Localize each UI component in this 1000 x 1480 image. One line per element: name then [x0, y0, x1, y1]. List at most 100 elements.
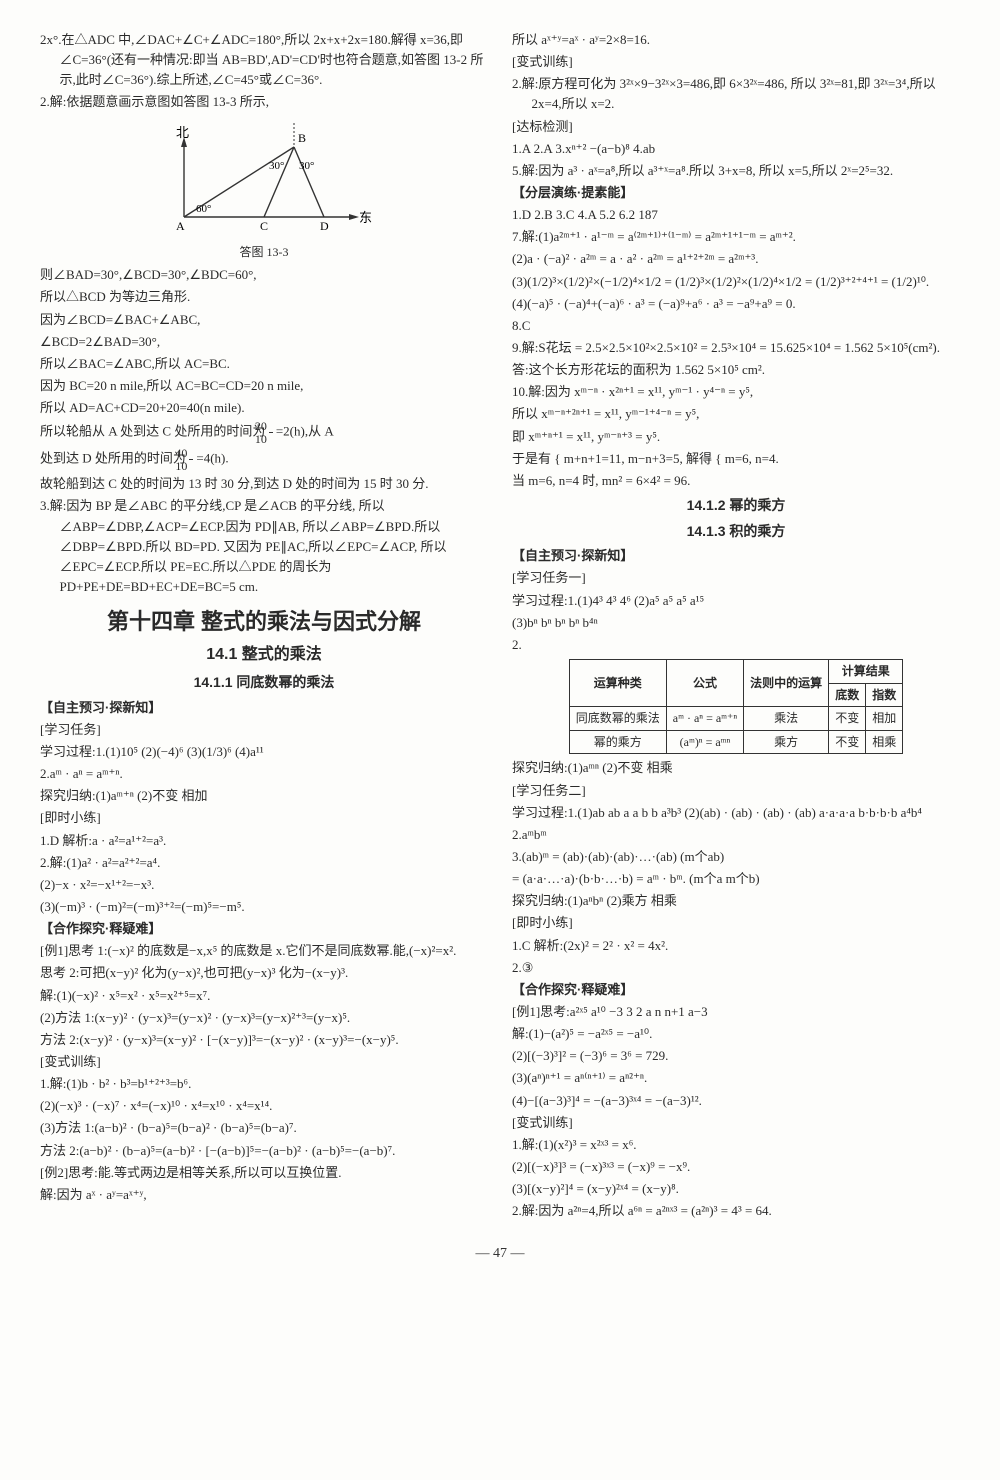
bsxl-r: [变式训练]: [512, 52, 960, 72]
jslx-r: [即时小练]: [512, 913, 960, 933]
fig-caption: 答图 13-3: [40, 243, 488, 262]
p2-frac2: 处到达 D 处所用的时间为 4010 =4(h).: [40, 447, 488, 472]
north-label: 北: [176, 125, 189, 140]
figure-13-3: 北 东 A B C D 60° 30° 30° 答图 13-3: [40, 117, 488, 262]
p2b-3: ∠BCD=2∠BAD=30°,: [40, 332, 488, 352]
lt2b-0: 学习过程:1.(1)ab ab a a b b a³b³ (2)(ab) · (…: [512, 803, 960, 823]
r10-3: 于是有 { m+n+1=11, m−n+3=5, 解得 { m=6, n=4.: [512, 449, 960, 469]
lt2b-3: = (a·a·…·a)·(b·b·…·b) = aᵐ · bᵐ. (m个a m个…: [512, 869, 960, 889]
triangle-diagram: 北 东 A B C D 60° 30° 30°: [154, 117, 374, 237]
r8: 8.C: [512, 316, 960, 336]
lt2: 2.aᵐ · aⁿ = aᵐ⁺ⁿ.: [40, 764, 488, 784]
p2b-5: 因为 BC=20 n mile,所以 AC=BC=CD=20 n mile,: [40, 376, 488, 396]
para-3: 3.解:因为 BP 是∠ABC 的平分线,CP 是∠ACB 的平分线, 所以∠A…: [40, 496, 488, 597]
ex1-head: [例1]思考 1:(−x)² 的底数是−x,x⁵ 的底数是 x.它们不是同底数幂…: [40, 941, 488, 961]
js2-2: (3)(−m)³ · (−m)²=(−m)³⁺²=(−m)⁵=−m⁵.: [40, 897, 488, 917]
js2-r: 2.③: [512, 958, 960, 978]
page: 2x°.在△ADC 中,∠DAC+∠C+∠ADC=180°,所以 2x+x+2x…: [40, 30, 960, 1223]
r7-0: 7.解:(1)a²ᵐ⁺¹ · a¹⁻ᵐ = a⁽²ᵐ⁺¹⁾⁺⁽¹⁻ᵐ⁾ = a²…: [512, 227, 960, 247]
ex1-think2: 思考 2:可把(x−y)² 化为(y−x)²,也可把(y−x)³ 化为−(x−y…: [40, 963, 488, 983]
bs1r-1: (2)[(−x)³]³ = (−x)³ˣ³ = (−x)⁹ = −x⁹.: [512, 1157, 960, 1177]
dbjc-label: [达标检测]: [512, 117, 960, 137]
ex1s-0: 解:(1)(−x)² · x⁵=x² · x⁵=x²⁺⁵=x⁷.: [40, 986, 488, 1006]
right-column: 所以 aˣ⁺ʸ=aˣ · aʸ=2×8=16. [变式训练] 2.解:原方程可化…: [512, 30, 960, 1223]
left-column: 2x°.在△ADC 中,∠DAC+∠C+∠ADC=180°,所以 2x+x+2x…: [40, 30, 488, 1223]
p2b-4: 所以∠BAC=∠ABC,所以 AC=BC.: [40, 354, 488, 374]
dbjc-ans: 1.A 2.A 3.xⁿ⁺² −(a−b)⁸ 4.ab: [512, 139, 960, 159]
js2-0: 2.解:(1)a² · a²=a²⁺²=a⁴.: [40, 853, 488, 873]
p2b-0: 则∠BAD=30°,∠BCD=30°,∠BDC=60°,: [40, 265, 488, 285]
para-2-lead: 2.解:依据题意画示意图如答图 13-3 所示,: [40, 92, 488, 112]
bs1-3: 方法 2:(a−b)² · (b−a)⁵=(a−b)² · [−(a−b)]⁵=…: [40, 1141, 488, 1161]
bs1r-0: 1.解:(1)(x²)³ = x²ˣ³ = x⁶.: [512, 1135, 960, 1155]
label-C: C: [260, 219, 268, 233]
tg-r: 探究归纳:(1)aᵐⁿ (2)不变 相乘: [512, 758, 960, 778]
hztj-r: 【合作探究·释疑难】: [512, 980, 960, 1000]
r2: 2.解:原方程可化为 3²ˣ×9−3²ˣ×3=486,即 6×3²ˣ=486, …: [512, 74, 960, 114]
lt1-label: [学习任务一]: [512, 568, 960, 588]
jslx-label: [即时小练]: [40, 808, 488, 828]
p2b-6: 所以 AD=AC+CD=20+20=40(n mile).: [40, 398, 488, 418]
bs1-2: (3)方法 1:(a−b)² · (b−a)⁵=(b−a)² · (b−a)⁵=…: [40, 1118, 488, 1138]
r7-2: (3)(1/2)³×(1/2)²×(−1/2)⁴×1/2 = (1/2)³×(1…: [512, 272, 960, 292]
bs1-1: (2)(−x)³ · (−x)⁷ · x⁴=(−x)¹⁰ · x⁴=x¹⁰ · …: [40, 1096, 488, 1116]
ex2-sol: 解:因为 aˣ · aʸ=aˣ⁺ʸ,: [40, 1185, 488, 1205]
r7-3: (4)(−a)⁵ · (−a)⁴+(−a)⁶ · a³ = (−a)⁹+a⁶ ·…: [512, 294, 960, 314]
p2-frac1: 所以轮船从 A 处到达 C 处所用的时间为 2010 =2(h),从 A: [40, 420, 488, 445]
label-30b: 30°: [299, 160, 314, 172]
section-title: 14.1 整式的乘法: [40, 643, 488, 668]
p2b-2: 因为∠BCD=∠BAC+∠ABC,: [40, 310, 488, 330]
fcyl-label: 【分层演练·提素能】: [512, 183, 960, 203]
label-30a: 30°: [269, 160, 284, 172]
zizhu-label: 【自主预习·探新知】: [40, 698, 488, 718]
label-A: A: [176, 219, 185, 233]
h3a: 14.1.2 幂的乘方: [512, 495, 960, 517]
js1-r: 1.C 解析:(2x)² = 2² · x² = 4x².: [512, 936, 960, 956]
lt1b-0: 学习过程:1.(1)4³ 4³ 4⁶ (2)a⁵ a⁵ a⁵ a¹⁵: [512, 591, 960, 611]
ex1s-2: 方法 2:(x−y)² · (y−x)³=(x−y)² · [−(x−y)]³=…: [40, 1030, 488, 1050]
r10-1: 所以 xᵐ⁻ⁿ⁺²ⁿ⁺¹ = x¹¹, yᵐ⁻¹⁺⁴⁻ⁿ = y⁵,: [512, 404, 960, 424]
r10-4: 当 m=6, n=4 时, mn² = 6×4² = 96.: [512, 471, 960, 491]
lt1: 学习过程:1.(1)10⁵ (2)(−4)⁶ (3)(1/3)⁶ (4)a¹¹: [40, 742, 488, 762]
lt2b-1: 2.aᵐbᵐ: [512, 825, 960, 845]
r10-0: 10.解:因为 xᵐ⁻ⁿ · x²ⁿ⁺¹ = x¹¹, yᵐ⁻¹ · y⁴⁻ⁿ …: [512, 382, 960, 402]
ex1sr-2: (3)(aⁿ)ⁿ⁺¹ = aⁿ⁽ⁿ⁺¹⁾ = aⁿ²⁺ⁿ.: [512, 1068, 960, 1088]
tg2-r: 探究归纳:(1)aⁿbⁿ (2)乘方 相乘: [512, 891, 960, 911]
ex1sr-0: 解:(1)−(a²)⁵ = −a²ˣ⁵ = −a¹⁰.: [512, 1024, 960, 1044]
r1: 所以 aˣ⁺ʸ=aˣ · aʸ=2×8=16.: [512, 30, 960, 50]
r10-2: 即 xᵐ⁺ⁿ⁺¹ = x¹¹, yᵐ⁻ⁿ⁺³ = y⁵.: [512, 427, 960, 447]
subsection-title: 14.1.1 同底数幂的乘法: [40, 672, 488, 694]
p2b-1: 所以△BCD 为等边三角形.: [40, 287, 488, 307]
fcyl-ans: 1.D 2.B 3.C 4.A 5.2 6.2 187: [512, 205, 960, 225]
ex2: [例2]思考:能.等式两边是相等关系,所以可以互换位置.: [40, 1163, 488, 1183]
page-number: — 47 —: [40, 1243, 960, 1265]
r-last: 2.解:因为 a²ⁿ=4,所以 a⁶ⁿ = a²ⁿˣ³ = (a²ⁿ)³ = 4…: [512, 1201, 960, 1221]
p2-tail: 故轮船到达 C 处的时间为 13 时 30 分,到达 D 处的时间为 15 时 …: [40, 474, 488, 494]
lt2-label: [学习任务二]: [512, 781, 960, 801]
ex1-head-r: [例1]思考:a²ˣ⁵ a¹⁰ −3 3 2 a n n+1 a−3: [512, 1002, 960, 1022]
lt1b-1: (3)bⁿ bⁿ bⁿ bⁿ b⁴ⁿ: [512, 613, 960, 633]
r5: 5.解:因为 a³ · aˣ=a⁸,所以 a³⁺ˣ=a⁸.所以 3+x=8, 所…: [512, 161, 960, 181]
rules-table: 运算种类 公式 法则中的运算 计算结果 底数 指数 同底数幂的乘法 aᵐ · a…: [569, 659, 903, 754]
bs1r-2: (3)[(x−y)²]⁴ = (x−y)²ˣ⁴ = (x−y)⁸.: [512, 1179, 960, 1199]
js2-1: (2)−x · x²=−x¹⁺²=−x³.: [40, 875, 488, 895]
para-1: 2x°.在△ADC 中,∠DAC+∠C+∠ADC=180°,所以 2x+x+2x…: [40, 30, 488, 90]
hztj-label: 【合作探究·释疑难】: [40, 919, 488, 939]
r9-1: 答:这个长方形花坛的面积为 1.562 5×10⁵ cm².: [512, 360, 960, 380]
ex1sr-1: (2)[(−3)³]² = (−3)⁶ = 3⁶ = 729.: [512, 1046, 960, 1066]
r7-1: (2)a · (−a)² · a²ᵐ = a · a² · a²ᵐ = a¹⁺²…: [512, 249, 960, 269]
bsxl2-label: [变式训练]: [512, 1113, 960, 1133]
tg: 探究归纳:(1)aᵐ⁺ⁿ (2)不变 相加: [40, 786, 488, 806]
east-label: 东: [359, 210, 372, 225]
label-60: 60°: [196, 203, 211, 215]
table-lead: 2.: [512, 635, 960, 655]
lt2b-2: 3.(ab)ᵐ = (ab)·(ab)·(ab)·…·(ab) (m个ab): [512, 847, 960, 867]
chapter-title: 第十四章 整式的乘法与因式分解: [40, 605, 488, 639]
label-D: D: [320, 219, 329, 233]
bs1-0: 1.解:(1)b · b² · b³=b¹⁺²⁺³=b⁶.: [40, 1074, 488, 1094]
ex1s-1: (2)方法 1:(x−y)² · (y−x)³=(y−x)² · (y−x)³=…: [40, 1008, 488, 1028]
bsxl-label: [变式训练]: [40, 1052, 488, 1072]
js1: 1.D 解析:a · a²=a¹⁺²=a³.: [40, 831, 488, 851]
label-B: B: [298, 131, 306, 145]
zztx-label: 【自主预习·探新知】: [512, 546, 960, 566]
